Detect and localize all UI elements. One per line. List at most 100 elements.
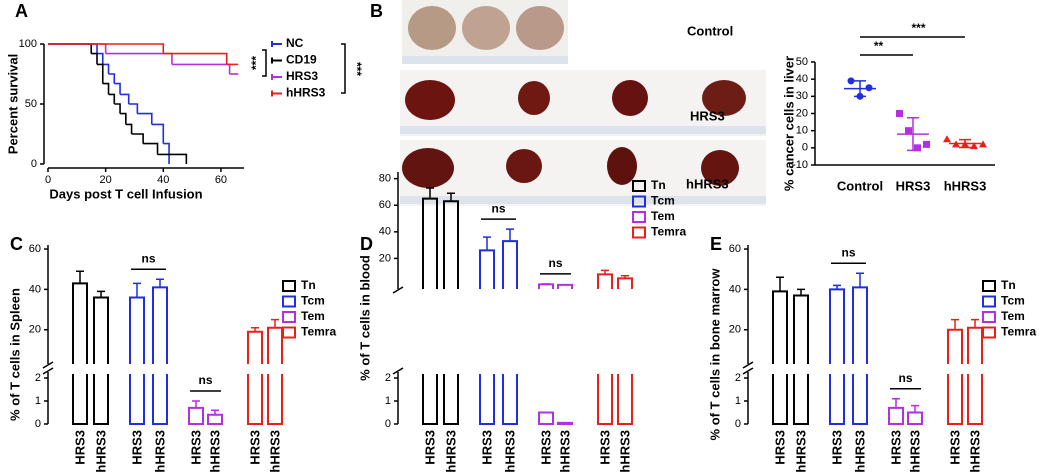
y-tick-label: 0 (35, 418, 41, 430)
legend-swatch (282, 311, 296, 323)
error-bar (971, 318, 979, 328)
significance: ns (491, 201, 505, 215)
survival-step (97, 52, 104, 65)
survival-step (163, 52, 228, 65)
significance: ns (841, 245, 855, 259)
legend-swatch (282, 295, 296, 308)
y-tick-label: 0 (735, 418, 741, 430)
bar (93, 296, 109, 364)
x-tick-label: hHRS3 (152, 430, 167, 473)
sd-bar (959, 138, 971, 149)
significance: ns (898, 371, 912, 385)
bar (129, 374, 145, 425)
y-tick-label: 20 (379, 252, 391, 264)
bar (772, 374, 788, 425)
x-tick-label: hHRS3 (557, 430, 572, 473)
x-tick-label: hHRS3 (502, 430, 517, 473)
panel-letter: C (10, 234, 23, 254)
bar (72, 282, 88, 364)
liver (518, 81, 550, 115)
data-point (914, 144, 921, 152)
bar (793, 294, 809, 364)
legend-label: Tn (1001, 278, 1016, 292)
data-point (970, 142, 978, 150)
bar (597, 374, 613, 425)
significance: ns (141, 251, 155, 265)
error-bar (601, 269, 609, 275)
survival-step (108, 93, 116, 104)
error-bar (192, 400, 200, 408)
x-tick-label: HRS3 (129, 430, 144, 465)
legend-swatch (982, 311, 996, 323)
legend-swatch (982, 326, 996, 339)
survival-step (143, 142, 159, 155)
error-bar (97, 290, 105, 298)
axis-break (42, 367, 54, 375)
legend-label: Tem (651, 209, 675, 223)
error-bar (833, 284, 841, 290)
bar (617, 374, 633, 425)
significance-bracket (341, 43, 346, 94)
y-axis-title: % of T cells in Spleen (7, 288, 22, 421)
axis-break (42, 361, 54, 369)
survival-step (151, 123, 165, 144)
significance: ns (198, 373, 212, 387)
significance: ** (874, 39, 884, 53)
data-point (943, 135, 951, 143)
x-tick-label: hHRS3 (617, 430, 632, 473)
bar (422, 374, 438, 425)
y-tick-label: 0 (31, 158, 37, 170)
y-tick-label: -10 (792, 159, 808, 171)
y-tick-label: 60 (729, 243, 741, 255)
y-tick-label: 10 (796, 125, 808, 137)
bar (557, 421, 573, 425)
liver (701, 150, 739, 186)
liver (462, 6, 510, 50)
survival-step (120, 112, 127, 125)
y-tick-label: 0 (802, 142, 808, 154)
x-tick-label: hHRS3 (907, 430, 922, 473)
survival-step (91, 52, 98, 65)
legend-label: Tcm (301, 294, 325, 308)
x-tick-label: 0 (45, 174, 51, 186)
y-tick-label: 1 (735, 395, 741, 407)
bar (72, 374, 88, 425)
bar (947, 328, 963, 364)
bar (502, 240, 518, 289)
y-tick-label: 20 (29, 324, 41, 336)
x-tick-label: HRS3 (72, 430, 87, 465)
legend-swatch (282, 280, 296, 292)
legend-swatch (632, 226, 646, 239)
x-tick-label: hHRS3 (944, 178, 987, 193)
y-tick-label: 0 (385, 418, 391, 430)
bar (247, 374, 263, 425)
y-tick-label: 40 (796, 73, 808, 85)
x-tick-label: hHRS3 (93, 430, 108, 473)
x-tick-label: HRS3 (247, 430, 262, 465)
legend-label: Temra (1001, 325, 1036, 339)
x-tick-label: HRS3 (597, 430, 612, 465)
error-bar (251, 326, 259, 332)
error-bar (271, 318, 279, 328)
bar (152, 374, 168, 425)
y-tick-label: 60 (379, 199, 391, 211)
bar (479, 249, 495, 289)
error-bar (447, 192, 455, 202)
survival-step (131, 133, 144, 144)
y-tick-label: 1 (385, 395, 391, 407)
error-bar (911, 404, 919, 413)
bar (267, 374, 283, 425)
survival-step (105, 52, 173, 65)
error-bar (211, 409, 219, 415)
survival-step (163, 142, 170, 164)
legend-label: Temra (301, 325, 336, 339)
y-axis-title: % of T cells in blood (357, 255, 372, 381)
panel-letter: E (710, 234, 722, 254)
y-tick-label: 2 (35, 372, 41, 384)
x-tick-label: hHRS3 (852, 430, 867, 473)
x-tick-label: HRS3 (829, 430, 844, 465)
liver (516, 6, 564, 50)
x-tick-label: hHRS3 (793, 430, 808, 473)
bar (129, 296, 145, 364)
